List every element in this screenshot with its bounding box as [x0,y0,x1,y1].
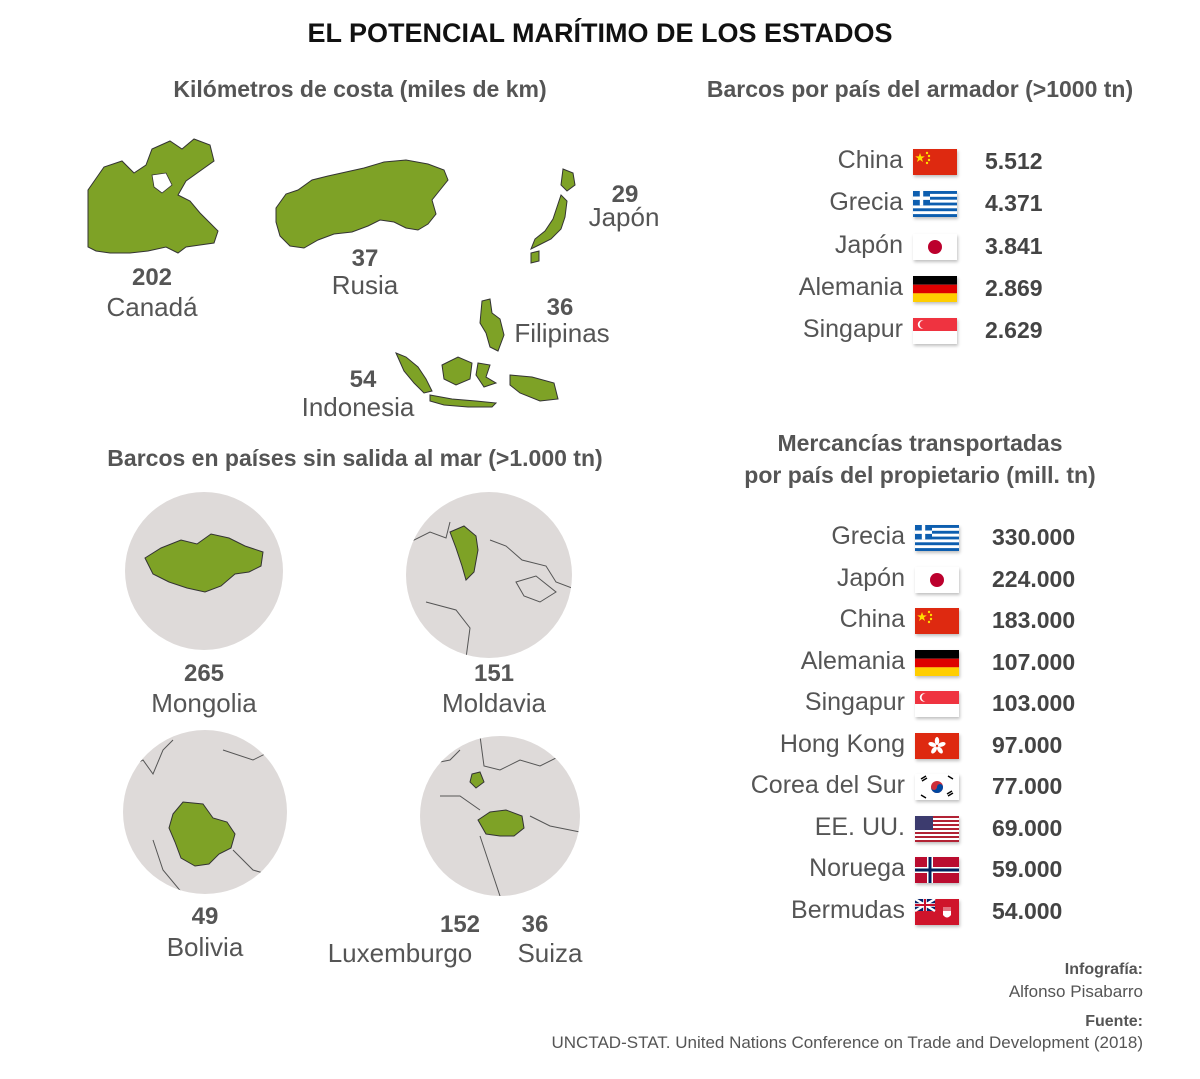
indonesia-label: Indonesia [301,392,415,422]
fuente-label: Fuente: [1085,1013,1143,1030]
mongolia-label: Mongolia [151,688,257,718]
japan-flag-icon [915,566,959,593]
cargo-heading-line2: por país del propietario (mill. tn) [744,462,1096,488]
ships-row-country: Grecia [829,188,903,217]
cargo-row-value: 59.000 [992,856,1063,882]
usa-flag-icon [915,815,959,842]
cargo-row-value: 224.000 [992,565,1076,592]
ships-row-country: Japón [834,230,903,259]
hongkong-flag-icon [915,732,959,759]
fuente-text: UNCTAD-STAT. United Nations Conference o… [551,1033,1144,1052]
luxembourg-value: 152 [439,911,481,938]
moldavia-value: 151 [473,660,515,687]
bolivia-value: 49 [191,903,219,930]
cargo-row-country: Bermudas [791,895,905,924]
cargo-row-country: EE. UU. [814,812,905,841]
china-flag-icon [915,608,959,634]
ships-heading: Barcos por país del armador (>1000 tn) [706,76,1134,102]
moldavia-circle [406,492,572,658]
indonesia-value: 54 [349,366,377,393]
mongolia-circle [125,492,283,650]
cargo-row-country: Corea del Sur [750,771,905,799]
ships-row-value: 2.869 [985,274,1043,301]
germany-flag-icon [913,275,957,302]
infografia-label: Infografía: [1064,961,1143,978]
landlocked-heading: Barcos en países sin salida al mar (>1.0… [107,445,603,471]
cargo-row-country: Alemania [800,646,905,675]
cargo-row-country: Japón [836,563,905,592]
cargo-row-country: China [839,605,905,633]
luxembourg-switzerland-circle [420,736,580,896]
japan-value: 29 [611,181,639,208]
ships-row-value: 3.841 [985,232,1043,259]
cargo-row-value: 183.000 [992,607,1076,633]
mongolia-value: 265 [183,660,225,687]
philippines-value: 36 [546,294,574,321]
cargo-row-country: Hong Kong [779,729,905,758]
cargo-row-country: Grecia [831,522,905,550]
switzerland-label: Suiza [517,938,583,968]
canada-label: Canadá [106,292,198,322]
japan-map [525,165,581,271]
ships-row-country: Alemania [798,272,903,301]
russia-map [272,150,452,254]
cargo-row-value: 77.000 [992,773,1063,799]
ships-row-value: 4.371 [985,190,1043,217]
singapore-flag-icon [915,691,959,717]
philippines-label: Filipinas [514,318,610,348]
japan-flag-icon [913,233,957,260]
page-title: EL POTENCIAL MARÍTIMO DE LOS ESTADOS [307,18,893,48]
cargo-heading: Mercancías transportadas por país del pr… [650,427,1190,491]
switzerland-value: 36 [521,911,549,938]
bermuda-flag-icon [915,898,959,925]
cargo-row-country: Noruega [809,854,905,882]
greece-flag-icon [913,191,957,218]
cargo-row-value: 97.000 [992,731,1063,758]
bolivia-label: Bolivia [166,932,244,962]
cargo-heading-line1: Mercancías transportadas [777,430,1063,456]
ships-row-country: China [837,146,903,174]
cargo-row-country: Singapur [804,688,905,716]
cargo-row-value: 330.000 [992,524,1076,550]
ships-row-value: 2.629 [985,317,1043,344]
russia-label: Rusia [331,270,399,300]
russia-value: 37 [351,245,379,272]
ships-row-country: Singapur [802,315,903,344]
japan-label: Japón [588,202,660,232]
moldavia-label: Moldavia [441,688,547,718]
bolivia-circle [123,730,287,894]
greece-flag-icon [915,525,959,551]
china-flag-icon [913,149,957,175]
cargo-row-value: 107.000 [992,648,1076,675]
cargo-row-value: 103.000 [992,690,1076,716]
coast-heading: Kilómetros de costa (miles de km) [173,76,547,102]
germany-flag-icon [915,649,959,676]
singapore-flag-icon [913,318,957,345]
cargo-row-value: 54.000 [992,897,1063,924]
korea-flag-icon [915,774,959,800]
norway-flag-icon [915,857,959,883]
luxembourg-label: Luxemburgo [327,938,473,968]
canada-value: 202 [131,264,173,291]
infografia-name: Alfonso Pisabarro [1008,982,1143,1001]
canada-map [82,135,222,265]
ships-row-value: 5.512 [985,148,1043,174]
indonesia-philippines-map [392,295,562,420]
cargo-row-value: 69.000 [992,814,1063,841]
